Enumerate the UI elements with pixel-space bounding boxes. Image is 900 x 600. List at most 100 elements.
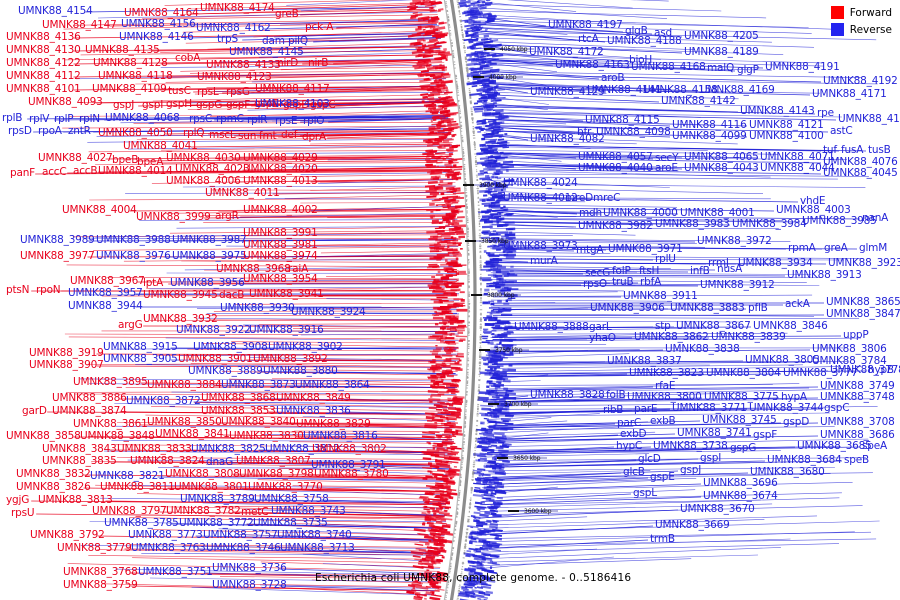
label-leader-line <box>480 509 679 519</box>
gene-feature <box>445 88 449 92</box>
gene-feature <box>439 66 448 70</box>
gene-feature <box>471 84 478 88</box>
gene-label: UMNK88_3740 <box>277 529 352 541</box>
gene-feature <box>453 254 462 257</box>
gene-feature <box>455 329 465 332</box>
gene-feature <box>462 42 465 44</box>
label-leader-line <box>278 165 455 168</box>
gene-feature <box>430 216 434 219</box>
gene-feature <box>447 343 457 345</box>
label-leader-line <box>486 446 652 454</box>
gene-feature <box>478 375 481 377</box>
gene-feature <box>480 329 482 331</box>
gene-feature <box>456 408 462 413</box>
label-leader-line <box>491 370 867 375</box>
gene-feature <box>476 420 479 422</box>
gene-feature <box>504 221 515 225</box>
gene-feature <box>488 188 493 191</box>
gene-feature <box>487 181 491 185</box>
label-leader-line <box>477 67 625 80</box>
gene-feature <box>422 18 430 21</box>
gene-feature <box>483 167 496 171</box>
label-leader-line <box>482 478 697 485</box>
gene-feature <box>431 393 442 397</box>
gene-feature <box>460 0 467 2</box>
gene-label: glcB <box>623 466 645 478</box>
gene-feature <box>479 278 482 280</box>
gene-feature <box>452 240 459 242</box>
gene-feature <box>412 11 418 15</box>
gene-feature <box>462 557 465 559</box>
gene-feature <box>443 232 457 234</box>
gene-label: UMNK88_3934 <box>738 257 813 269</box>
gene-feature <box>487 341 494 345</box>
gene-feature <box>440 234 451 238</box>
label-leader-line <box>228 297 460 300</box>
gene-feature <box>485 340 494 342</box>
label-leader-line <box>490 294 813 298</box>
gene-feature <box>474 148 477 151</box>
gene-feature <box>425 73 434 77</box>
gene-feature <box>486 53 497 57</box>
gene-feature <box>434 227 442 230</box>
gene-feature <box>506 214 512 217</box>
label-leader-line <box>146 288 460 292</box>
gene-feature <box>500 151 504 155</box>
gene-feature <box>490 213 499 216</box>
gene-feature <box>472 133 475 135</box>
gene-feature <box>433 107 444 111</box>
label-leader-line <box>232 91 448 94</box>
gene-label: UMNK88_3839 <box>711 331 786 343</box>
label-leader-line <box>89 198 457 201</box>
gene-feature <box>437 241 440 245</box>
gene-feature <box>451 134 455 138</box>
gene-feature <box>472 469 475 471</box>
label-leader-line <box>487 406 878 414</box>
label-leader-line <box>479 503 773 512</box>
label-leader-line <box>490 302 556 304</box>
label-leader-line <box>115 568 440 576</box>
gene-label: UMNK88_3930 <box>220 302 295 314</box>
label-leader-line <box>292 485 450 488</box>
gene-label: UMNK88_3895 <box>73 376 148 388</box>
label-leader-line <box>490 334 643 338</box>
gene-feature <box>490 451 494 453</box>
gene-feature <box>438 222 442 224</box>
gene-feature <box>422 28 426 31</box>
gene-feature <box>430 594 442 597</box>
label-leader-line <box>490 289 625 292</box>
label-leader-line <box>485 130 748 138</box>
gene-feature <box>445 220 451 224</box>
gene-feature <box>497 191 506 194</box>
gene-label: trmB <box>650 533 675 545</box>
gene-label: UMNK88_3741 <box>677 427 752 439</box>
gene-feature <box>491 396 500 398</box>
gene-label: UMNK88_3843 <box>42 443 117 455</box>
gene-label: UMNK88_4068 <box>105 112 180 124</box>
label-leader-line <box>492 281 639 284</box>
gene-label: UMNK88_3763 <box>131 542 206 554</box>
label-leader-line <box>487 152 759 159</box>
gene-label: UMNK88_4002 <box>243 204 318 216</box>
gene-feature <box>431 385 438 389</box>
label-leader-line <box>285 152 454 154</box>
label-leader-line <box>274 166 455 171</box>
label-leader-line <box>247 105 450 111</box>
gene-feature <box>479 366 481 368</box>
gene-feature <box>468 38 479 43</box>
label-leader-line <box>490 245 706 248</box>
gene-feature <box>476 405 480 407</box>
label-leader-line <box>477 515 818 526</box>
label-leader-line <box>484 135 738 145</box>
gene-feature <box>448 496 454 500</box>
gene-feature <box>500 166 509 169</box>
label-leader-line <box>89 383 458 388</box>
gene-feature <box>477 216 481 218</box>
gene-feature <box>503 302 510 305</box>
gene-feature <box>468 511 470 513</box>
scale-tick-label: 3750 kbp <box>495 347 523 354</box>
label-leader-line <box>489 408 823 414</box>
gene-feature <box>474 443 477 445</box>
gene-feature <box>479 157 489 160</box>
label-leader-line <box>487 176 838 180</box>
